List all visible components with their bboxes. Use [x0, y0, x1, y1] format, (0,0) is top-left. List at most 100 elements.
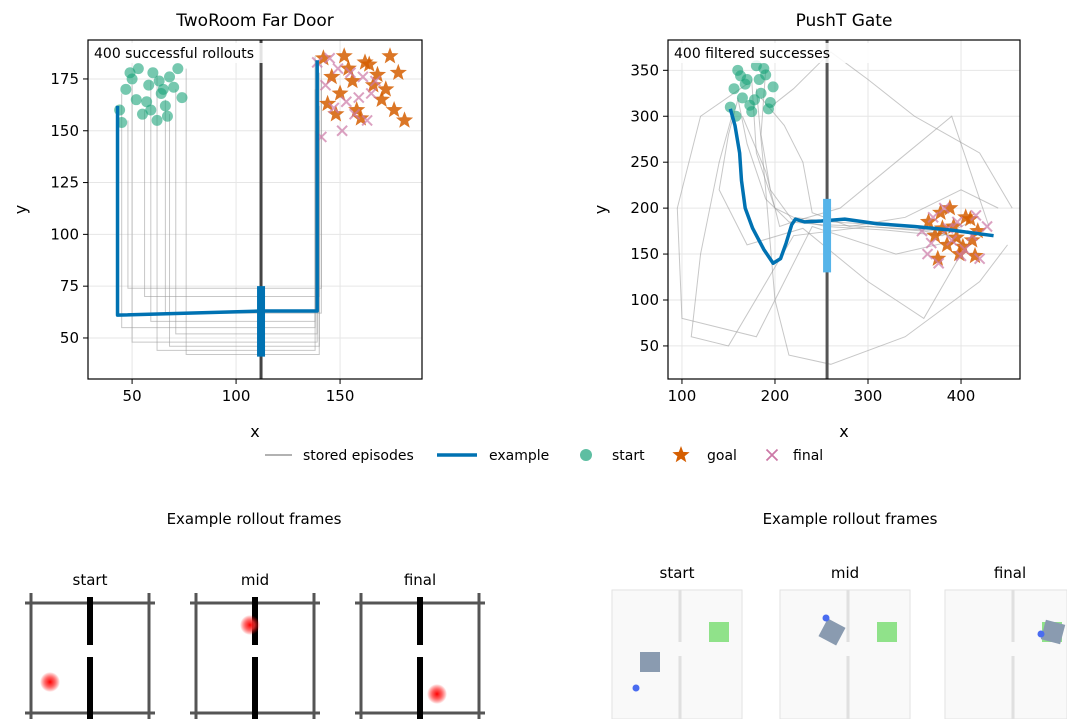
agent [1038, 631, 1045, 638]
stored-episode [677, 84, 956, 337]
y-tick-label: 150 [630, 245, 659, 263]
frame-image [355, 593, 485, 719]
goal-point [336, 47, 353, 63]
agent [240, 615, 260, 635]
start-point [114, 105, 125, 116]
x-tick-label: 150 [326, 387, 355, 405]
frame-label: mid [241, 571, 269, 589]
stored-episode [738, 98, 952, 236]
y-tick-label: 350 [630, 61, 659, 79]
annotation: 400 successful rollouts [94, 46, 254, 62]
final-point [354, 93, 364, 103]
x-axis-label: x [250, 422, 259, 441]
y-axis-label: y [11, 205, 30, 214]
y-axis-label: y [591, 205, 610, 214]
start-point [120, 84, 131, 95]
start-point [758, 63, 769, 74]
agent [427, 684, 447, 704]
frames-title: Example rollout frames [763, 510, 938, 528]
frame-bg [945, 590, 1067, 719]
block [640, 652, 660, 672]
frame-image [190, 593, 320, 719]
plot-area [88, 40, 422, 379]
annotation: 400 filtered successes [674, 46, 830, 62]
legend-entry: start [580, 448, 645, 464]
stored-episode [756, 89, 1007, 365]
y-tick-label: 300 [630, 107, 659, 125]
legend-swatch [767, 450, 778, 461]
y-tick-label: 50 [640, 337, 659, 355]
legend-label: goal [707, 448, 737, 464]
start-point [125, 67, 136, 78]
chart-title: PushT Gate [796, 11, 893, 31]
frame-label: final [404, 571, 436, 589]
start-point [160, 100, 171, 111]
x-tick-label: 100 [222, 387, 251, 405]
start-point [744, 100, 755, 111]
start-point [145, 105, 156, 116]
x-tick-label: 300 [854, 387, 883, 405]
legend-entry: stored episodes [265, 448, 414, 464]
start-point [172, 63, 183, 74]
frame-image [945, 590, 1067, 719]
stored-episode [165, 62, 321, 313]
frame-bg [780, 590, 910, 719]
y-tick-label: 175 [50, 70, 79, 88]
start-point [143, 80, 154, 91]
legend-label: stored episodes [303, 448, 414, 464]
legend-entry: example [437, 448, 549, 464]
frame-wall [252, 657, 258, 719]
frame-wall [87, 597, 93, 645]
start-point [158, 84, 169, 95]
x-tick-label: 200 [761, 387, 790, 405]
frame-wall [87, 657, 93, 719]
start-point [768, 81, 779, 92]
start-point [152, 115, 163, 126]
legend-entry: goal [672, 446, 737, 464]
y-tick-label: 125 [50, 174, 79, 192]
frame-wall [417, 657, 423, 719]
legend-swatch [672, 446, 689, 462]
legend-label: final [793, 448, 823, 464]
legend-label: example [489, 448, 549, 464]
start-point [754, 74, 765, 85]
final-point [321, 80, 331, 90]
final-point [333, 64, 343, 74]
figure: 50 100 150 50 75 100 125 150 175 TwoRoom Far Door… [0, 0, 1067, 719]
final-point [982, 221, 992, 231]
goal-point [396, 111, 413, 127]
goal-region [709, 622, 729, 642]
y-tick-label: 150 [50, 122, 79, 140]
x-axis-label: x [839, 422, 848, 441]
frame-label: mid [831, 564, 859, 582]
x-tick-label: 100 [668, 387, 697, 405]
frame-wall [417, 597, 423, 645]
final-point [358, 72, 368, 82]
chart-title: TwoRoom Far Door [175, 11, 334, 31]
final-point [341, 97, 351, 107]
legend-label: start [612, 448, 645, 464]
stored-episode [691, 112, 942, 346]
axes-frame [88, 40, 422, 379]
frame-label: final [994, 564, 1026, 582]
frame-label: start [73, 571, 108, 589]
stored-episode [176, 89, 317, 334]
agent [823, 615, 830, 622]
goal-point [381, 47, 398, 63]
y-tick-label: 200 [630, 199, 659, 217]
frame-image [612, 590, 742, 719]
start-point [164, 71, 175, 82]
frame-image [25, 593, 155, 719]
start-point [729, 83, 740, 94]
goal-region [877, 622, 897, 642]
y-tick-label: 75 [60, 277, 79, 295]
goal-point [361, 56, 378, 72]
start-point [177, 92, 188, 103]
frames-title: Example rollout frames [167, 510, 342, 528]
start-point [763, 103, 774, 114]
y-tick-label: 100 [630, 291, 659, 309]
goal-point [386, 101, 403, 117]
y-tick-label: 50 [60, 329, 79, 347]
goal-point [323, 68, 340, 84]
goal-point [390, 64, 407, 80]
